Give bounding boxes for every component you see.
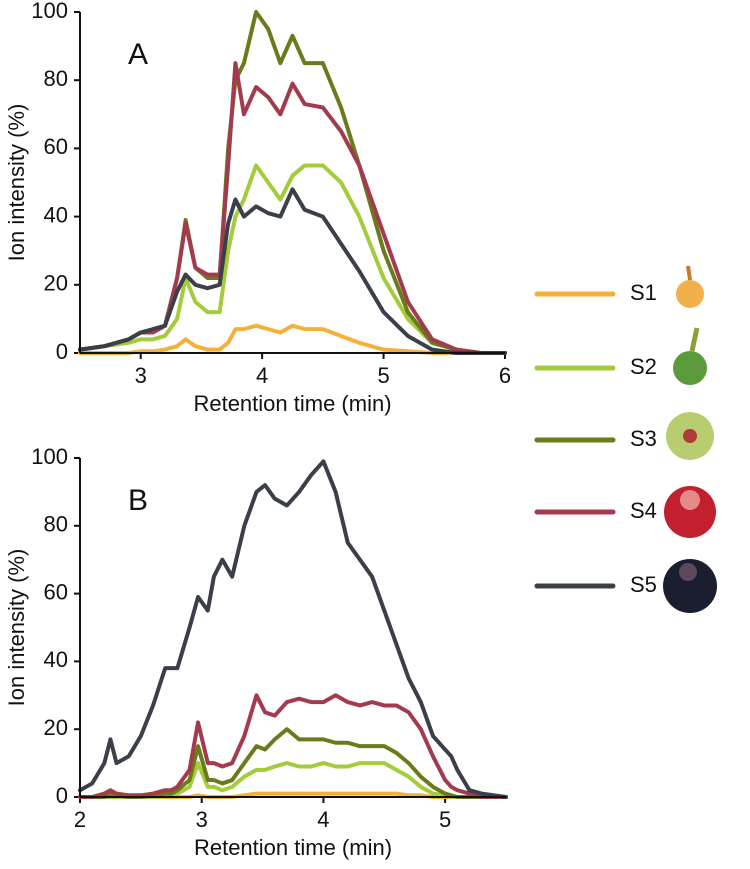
series-line: [78, 187, 507, 355]
y-tick-label: 80: [44, 66, 68, 91]
x-tick-label: 3: [196, 807, 208, 832]
y-tick-label: 40: [44, 202, 68, 227]
series-line: [78, 163, 507, 355]
legend-label: S1: [630, 280, 657, 305]
y-tick-label: 0: [56, 339, 68, 364]
icon-s5-center: [679, 563, 697, 581]
y-tick-label: 20: [44, 271, 68, 296]
icon-s2: [673, 351, 707, 385]
x-axis-label: Retention time (min): [194, 835, 392, 860]
icon-s4-center: [680, 490, 700, 510]
icon-s4: [664, 486, 716, 538]
legend-label: S3: [630, 426, 657, 451]
y-axis-label: Ion intensity (%): [4, 549, 29, 707]
y-tick-label: 20: [44, 715, 68, 740]
icon-s1-stem: [686, 265, 692, 281]
icon-s1: [676, 280, 704, 308]
y-tick-label: 0: [56, 783, 68, 808]
x-tick-label: 5: [377, 363, 389, 388]
y-tick-label: 100: [31, 0, 68, 23]
y-tick-label: 60: [44, 579, 68, 604]
x-tick-label: 5: [439, 807, 451, 832]
series-line: [78, 693, 508, 799]
legend-label: S5: [630, 572, 657, 597]
legend-label: S2: [630, 354, 657, 379]
legend-label: S4: [630, 498, 657, 523]
x-tick-label: 4: [317, 807, 329, 832]
legend-icons: [663, 265, 717, 613]
y-tick-label: 80: [44, 512, 68, 537]
series-line: [78, 323, 507, 355]
panel-label: B: [128, 484, 148, 517]
y-tick-label: 40: [44, 647, 68, 672]
y-axis-label: Ion intensity (%): [4, 104, 29, 262]
x-tick-label: 2: [74, 807, 86, 832]
x-axis-label: Retention time (min): [193, 391, 391, 416]
y-tick-label: 100: [31, 444, 68, 469]
x-tick-label: 3: [135, 363, 147, 388]
y-tick-label: 60: [44, 134, 68, 159]
icon-s2-stem: [689, 327, 700, 352]
series-line: [78, 61, 507, 355]
x-tick-label: 4: [256, 363, 268, 388]
icon-s5: [663, 559, 717, 613]
panel-label: A: [128, 38, 148, 71]
x-tick-label: 6: [499, 363, 511, 388]
series-line: [78, 459, 508, 799]
icon-s3-center: [683, 429, 697, 443]
